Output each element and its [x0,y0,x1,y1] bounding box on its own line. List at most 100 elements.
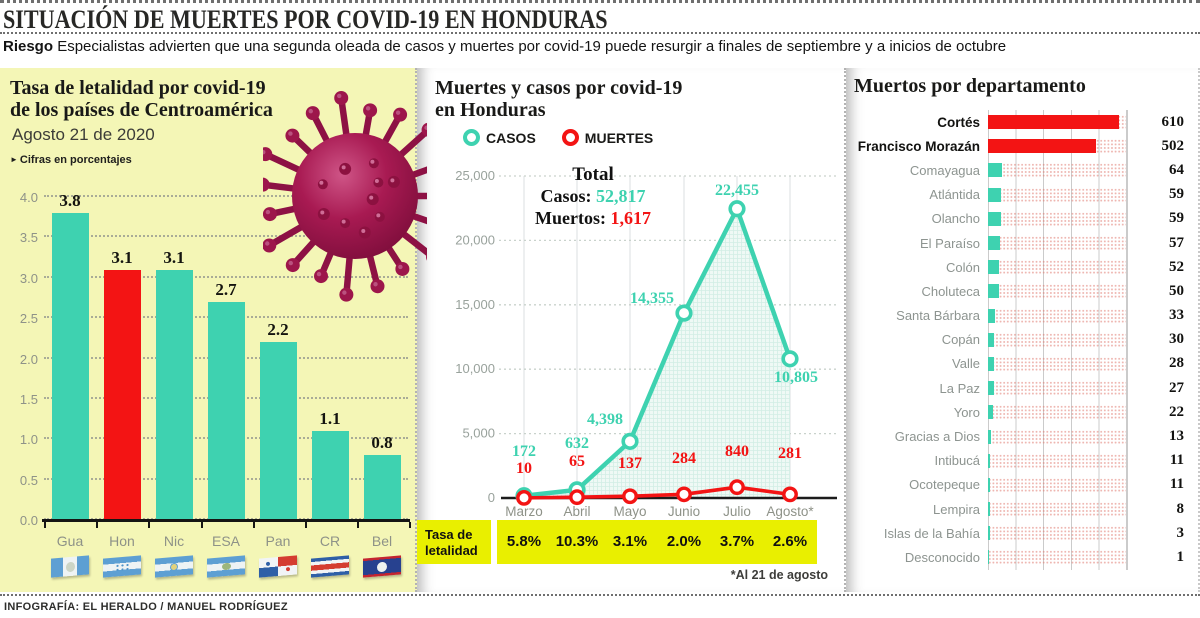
dept-bar-track [988,308,1126,323]
bar-slot-bel: 0.8 Bel [356,172,408,578]
dept-bar-track [988,211,1126,226]
tasa-cell: 3.7% [710,520,764,564]
middle-panel-header: Muertes y casos por covid-19 en Honduras… [417,68,844,147]
middle-panel-cases-deaths: Muertes y casos por covid-19 en Honduras… [417,68,846,592]
mid-title-line1: Muertes y casos por covid-19 [435,77,683,99]
dept-value: 11 [1169,452,1184,469]
dept-bar [988,356,995,371]
svg-text:Mayo: Mayo [613,504,646,519]
panels: Tasa de letalidad por covid-19 de los pa… [0,68,1200,592]
bar-slot-gua: 3.8 Gua [44,172,96,578]
right-panel-title: Muertos por departamento [854,75,1086,97]
honduras-flag-icon [103,555,141,578]
x-label: Pan [265,533,291,549]
legend: CASOS MUERTES [463,129,844,147]
svg-text:10,000: 10,000 [455,361,495,376]
y-tick-label: 1.5 [19,391,38,407]
svg-text:10: 10 [516,460,532,477]
bar-value: 3.1 [163,247,185,267]
x-label: Bel [371,533,393,549]
dept-bar [988,308,996,323]
legend-item-casos: CASOS [463,129,536,147]
x-label: Hon [109,533,135,549]
axis-tick [44,522,46,528]
svg-text:632: 632 [565,435,589,452]
dept-row: El Paraíso 57 [846,231,1198,255]
bar-value: 1.1 [319,409,341,429]
grid-line [44,235,408,238]
axis-tick [148,522,151,528]
axis-tick [409,522,412,528]
totals-casos-label: Casos: [540,186,592,207]
coronavirus-illustration [263,90,427,302]
dept-bar [988,405,993,420]
dept-label: Olancho [931,211,980,227]
tasa-cell: 3.1% [603,520,657,564]
left-panel-header: Tasa de letalidad por covid-19 de los pa… [0,68,415,166]
svg-text:10,805: 10,805 [774,369,818,386]
bar-value: 3.8 [59,191,81,211]
left-note-text: Cifras en porcentajes [19,154,132,167]
left-title-line2: de los países de Centroamérica [10,98,273,121]
grid-line [44,275,408,278]
bar-pan [259,342,297,520]
dept-row: Valle 28 [846,352,1198,376]
dept-value: 13 [1169,428,1184,445]
dept-bar [988,236,1001,251]
totals-title: Total [572,164,614,185]
svg-text:840: 840 [725,443,749,460]
header: SITUACIÓN DE MUERTES POR COVID-19 EN HON… [0,0,1200,34]
dept-value: 610 [1161,113,1185,130]
panama-flag-icon [259,555,297,578]
dept-value: 1 [1176,548,1185,565]
dept-bar-track [988,429,1126,444]
dept-label: Francisco Morazán [857,138,980,154]
dept-label: Comayagua [909,162,980,178]
dept-value: 57 [1169,234,1184,251]
dept-label: La Paz [939,380,980,396]
dept-bar-track [988,139,1126,154]
dept-row: Cortés 610 [846,110,1198,134]
axis-tick [252,522,255,528]
y-tick-label: 0.0 [19,513,38,528]
dept-bar-track [988,163,1126,178]
dept-bar-track [988,236,1126,251]
left-title-line1: Tasa de letalidad por covid-19 [10,77,266,99]
costarica-flag-icon [311,555,349,578]
right-panel-header: Muertos por departamento [846,68,1198,98]
dept-value: 27 [1169,379,1184,396]
dept-value: 22 [1169,403,1184,420]
dept-row: Santa Bárbara 33 [846,304,1198,328]
legend-label-casos: CASOS [486,129,536,146]
totals-casos: Casos: 52,817 [495,186,691,207]
dept-row: Francisco Morazán 502 [846,134,1198,158]
arrow-bullet-icon: ► [10,155,18,165]
mid-title-line2: en Honduras [435,98,546,121]
dept-value: 59 [1169,186,1184,203]
bar-hon [103,269,141,520]
tasa-row-label: Tasa de letalidad [417,520,491,564]
dept-bar-track [988,115,1126,130]
bar-bel [363,455,401,520]
y-tick-label: 1.0 [19,432,38,448]
belize-flag-icon [363,555,401,578]
bar-slot-hon: 3.1 Hon [96,172,148,578]
bar-slot-pan: 2.2 Pan [252,172,304,578]
dept-bar-track [988,260,1126,275]
dept-bar-track [988,502,1126,517]
dept-value: 64 [1169,161,1184,178]
dept-label: Santa Bárbara [896,308,980,324]
page-title: SITUACIÓN DE MUERTES POR COVID-19 EN HON… [3,5,608,34]
axis-tick [357,522,360,528]
dept-bar-track [988,526,1126,541]
bar-gua [51,213,89,520]
tasa-cell: 2.0% [657,520,711,564]
svg-text:281: 281 [778,445,802,462]
dept-bar [988,381,994,396]
fatality-bar-chart: 0.0 0.5 1.0 1.5 2.0 2.5 3.0 3.5 4.0 3.8 Gua 3.1 Hon… [8,172,412,578]
axis-tick [305,522,307,528]
dept-label: Atlántida [929,187,980,203]
dept-label: Choluteca [921,283,980,299]
tasa-cell: 5.8% [497,520,551,564]
